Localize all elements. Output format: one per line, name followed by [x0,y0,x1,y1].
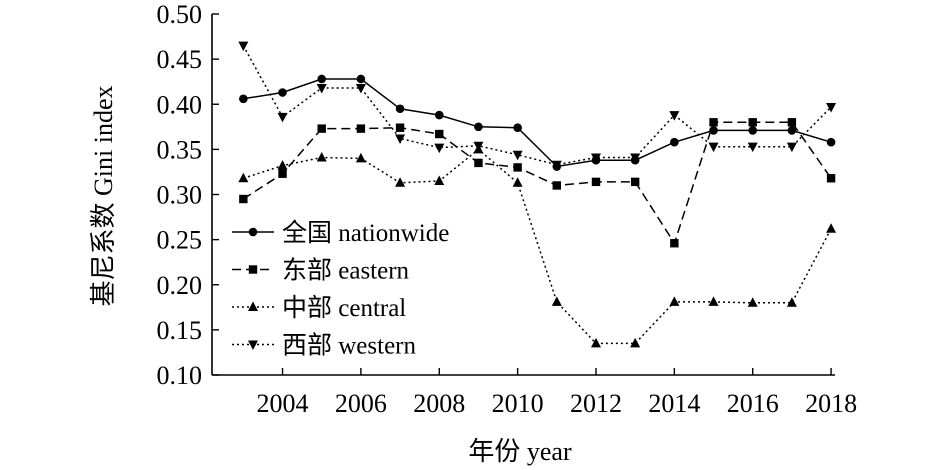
x-tick-label: 2008 [413,389,465,418]
data-point-eastern [787,118,797,127]
data-point-central [551,296,562,306]
data-point-central [669,296,680,306]
y-tick-label: 0.50 [157,0,203,29]
data-point-eastern [709,118,718,127]
x-tick-label: 2010 [492,389,544,418]
data-point-nationwide [356,74,366,84]
data-point-nationwide [670,137,679,147]
data-point-eastern [826,174,836,183]
y-tick-label: 0.35 [157,135,203,164]
data-point-eastern [356,124,366,133]
data-point-eastern [552,181,562,190]
data-point-central [395,177,406,187]
x-tick-label: 2018 [805,389,857,418]
data-point-western [316,84,327,94]
legend-marker-central [248,301,258,311]
x-axis-title: 年份 year [468,437,572,466]
data-point-eastern [317,124,326,133]
data-point-central [316,151,327,162]
data-point-western [473,141,484,152]
data-point-western [590,153,601,163]
data-point-central [590,337,601,348]
data-point-nationwide [474,122,483,132]
data-point-eastern [748,118,757,127]
data-point-western [355,84,366,94]
legend-label-central: 中部 central [282,294,406,322]
data-point-central [630,337,641,348]
legend-label-western: 西部 western [282,332,416,360]
data-point-western [512,150,523,161]
x-tick-label: 2004 [257,389,309,418]
data-point-nationwide [434,110,444,120]
data-point-nationwide [787,126,797,135]
y-axis-title: 基尼系数 Gini index [89,86,118,307]
legend-label-eastern: 东部 eastern [282,257,410,285]
data-point-eastern [395,123,405,132]
data-point-central [786,297,797,307]
data-point-nationwide [395,104,405,114]
legend-label-nationwide: 全国 nationwide [282,219,449,247]
data-point-western [786,142,797,153]
y-tick-label: 0.30 [157,181,203,210]
series-line-eastern [242,121,832,245]
data-point-eastern [239,194,248,204]
y-tick-label: 0.15 [157,316,203,345]
data-point-eastern [435,129,444,139]
data-point-central [277,160,288,170]
series-line-nationwide [243,78,832,168]
x-tick-label: 2012 [570,389,622,418]
data-point-western [747,142,758,153]
data-point-eastern [278,169,287,178]
y-tick-label: 0.45 [157,45,203,74]
data-point-western [669,111,680,121]
data-point-eastern [474,158,483,168]
data-point-nationwide [748,126,758,135]
data-point-nationwide [709,126,718,135]
data-point-central [238,172,249,183]
data-point-nationwide [826,137,836,147]
y-tick-label: 0.25 [157,226,203,255]
data-point-western [708,142,719,153]
legend-marker-nationwide [248,227,258,237]
data-point-western [395,134,406,145]
data-point-central [747,297,758,307]
data-point-central [708,296,719,306]
data-point-eastern [513,163,522,172]
data-point-central [512,177,523,187]
series-line-central [243,148,832,345]
data-point-central [826,223,837,233]
y-tick-label: 0.10 [157,361,203,390]
x-tick-label: 2014 [648,389,700,418]
data-point-nationwide [278,88,287,97]
data-point-eastern [591,177,601,187]
data-point-western [630,153,641,163]
data-point-western [826,102,837,113]
data-point-central [434,175,445,185]
legend-marker-eastern [248,265,258,274]
x-tick-label: 2006 [335,389,387,418]
plot-area: 0.10 0.15 0.20 0.25 0.30 0.35 0.40 0.45 0.50 2004… [157,0,858,418]
x-tick-label: 2016 [727,389,779,418]
y-tick-label: 0.20 [157,271,203,300]
data-point-central [355,152,366,163]
data-point-eastern [630,177,640,187]
data-point-nationwide [317,74,327,84]
data-point-eastern [670,239,679,248]
y-tick-label: 0.40 [157,90,203,119]
data-point-western [277,112,288,123]
data-point-western [551,160,562,171]
data-point-nationwide [239,94,248,104]
legend-marker-western [248,340,258,350]
data-point-nationwide [513,123,522,133]
data-point-western [238,41,249,52]
data-point-western [434,143,445,154]
